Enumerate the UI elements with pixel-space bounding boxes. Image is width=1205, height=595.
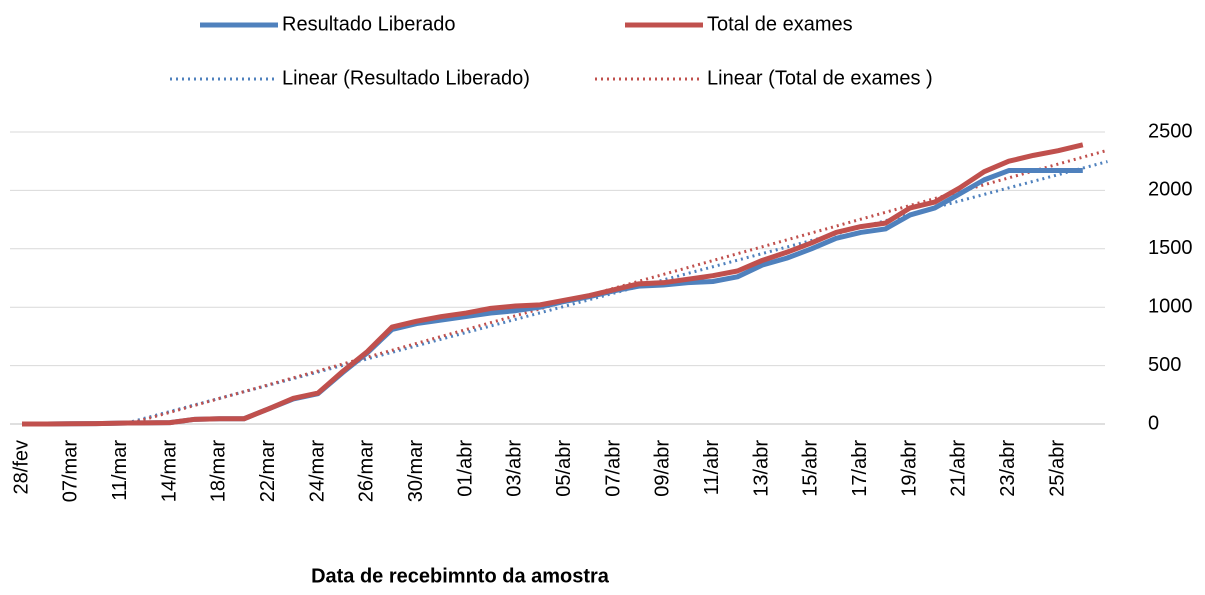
- x-tick-label: 25/abr: [1046, 440, 1068, 497]
- legend-label: Resultado Liberado: [282, 13, 455, 35]
- x-tick-label: 09/abr: [652, 440, 674, 497]
- y-tick-label: 2000: [1148, 179, 1193, 201]
- legend-label: Total de exames: [707, 13, 853, 35]
- x-tick-label: 17/abr: [849, 440, 871, 497]
- x-tick-label: 03/abr: [504, 440, 526, 497]
- y-tick-label: 0: [1148, 412, 1159, 434]
- x-tick-label: 22/mar: [257, 440, 279, 503]
- x-tick-label: 30/mar: [405, 440, 427, 503]
- x-tick-label: 24/mar: [306, 440, 328, 503]
- x-tick-label: 19/abr: [898, 440, 920, 497]
- y-tick-label: 1500: [1148, 237, 1193, 259]
- x-tick-label: 11/abr: [701, 440, 723, 496]
- y-tick-label: 2500: [1148, 120, 1193, 142]
- legend-label: Linear (Resultado Liberado): [282, 67, 530, 89]
- series-line: [22, 142, 1084, 427]
- x-tick-label: 21/abr: [948, 440, 970, 497]
- x-tick-label: 07/abr: [602, 440, 624, 497]
- x-tick-label: 15/abr: [800, 440, 822, 497]
- x-tick-label: 13/abr: [750, 440, 772, 497]
- trendline: [122, 148, 1108, 424]
- x-tick-label: 11/mar: [109, 440, 131, 501]
- x-tick-label: 01/abr: [454, 440, 476, 497]
- y-tick-label: 1000: [1148, 295, 1193, 317]
- series-line: [22, 168, 1083, 427]
- x-tick-label: 26/mar: [356, 440, 378, 503]
- x-axis-title: Data de recebimnto da amostra: [311, 565, 610, 587]
- x-tick-label: 07/mar: [60, 440, 82, 503]
- y-tick-label: 500: [1148, 354, 1181, 376]
- x-tick-label: 18/mar: [208, 440, 230, 503]
- x-tick-label: 14/mar: [158, 440, 180, 503]
- x-tick-label: 23/abr: [997, 440, 1019, 497]
- legend-label: Linear (Total de exames ): [707, 67, 933, 89]
- x-tick-label: 28/fev: [10, 440, 32, 494]
- x-tick-label: 05/abr: [553, 440, 575, 497]
